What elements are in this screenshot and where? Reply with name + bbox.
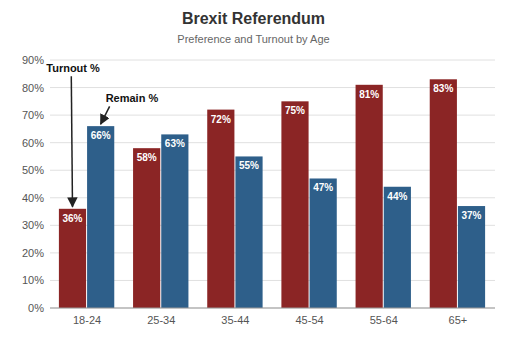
grid-line bbox=[50, 142, 495, 143]
bar bbox=[384, 187, 411, 308]
y-tick-label: 60% bbox=[22, 137, 44, 149]
title: Brexit Referendum bbox=[182, 10, 325, 27]
bar bbox=[59, 209, 86, 308]
annotation: Remain % bbox=[106, 92, 159, 104]
y-tick-label: 10% bbox=[22, 274, 44, 286]
grid-line bbox=[50, 280, 495, 281]
chart: Brexit Referendum Preference and Turnout … bbox=[0, 0, 507, 340]
grid-line bbox=[50, 252, 495, 253]
x-tick-label: 65+ bbox=[449, 314, 468, 326]
grid-line bbox=[50, 225, 495, 226]
y-tick-label: 0% bbox=[28, 302, 44, 314]
data-label: 37% bbox=[462, 210, 482, 221]
grid-line bbox=[50, 60, 495, 61]
y-tick-label: 30% bbox=[22, 219, 44, 231]
y-tick-label: 40% bbox=[22, 192, 44, 204]
bar bbox=[133, 148, 160, 308]
grid-line bbox=[50, 87, 495, 88]
data-label: 81% bbox=[359, 89, 379, 100]
bar bbox=[281, 101, 308, 308]
data-label: 83% bbox=[433, 83, 453, 94]
grid-line bbox=[50, 197, 495, 198]
annotation-arrow bbox=[71, 76, 72, 207]
y-tick-label: 80% bbox=[22, 82, 44, 94]
x-axis-line bbox=[50, 308, 495, 309]
x-tick-label: 45-54 bbox=[296, 314, 324, 326]
data-label: 44% bbox=[387, 191, 407, 202]
bar bbox=[207, 110, 234, 308]
y-tick-label: 50% bbox=[22, 164, 44, 176]
data-label: 36% bbox=[62, 213, 82, 224]
annotation-arrow bbox=[101, 106, 110, 124]
grid-line bbox=[50, 170, 495, 171]
y-tick-label: 70% bbox=[22, 109, 44, 121]
subtitle: Preference and Turnout by Age bbox=[177, 33, 329, 45]
data-label: 66% bbox=[91, 130, 111, 141]
bar bbox=[161, 134, 188, 308]
x-tick-label: 55-64 bbox=[370, 314, 398, 326]
data-label: 47% bbox=[313, 182, 333, 193]
y-tick-label: 20% bbox=[22, 247, 44, 259]
data-label: 55% bbox=[239, 160, 259, 171]
bar bbox=[458, 206, 485, 308]
x-tick-label: 25-34 bbox=[147, 314, 175, 326]
annotation: Turnout % bbox=[46, 62, 100, 74]
grid bbox=[50, 60, 495, 308]
data-label: 72% bbox=[211, 114, 231, 125]
bar bbox=[356, 85, 383, 308]
bar bbox=[430, 79, 457, 308]
bar bbox=[310, 178, 337, 308]
data-label: 63% bbox=[165, 138, 185, 149]
y-tick-label: 90% bbox=[22, 54, 44, 66]
bars bbox=[59, 79, 485, 308]
bar bbox=[235, 156, 262, 308]
data-label: 58% bbox=[137, 152, 157, 163]
x-tick-label: 18-24 bbox=[73, 314, 101, 326]
data-label: 75% bbox=[285, 105, 305, 116]
grid-line bbox=[50, 308, 495, 309]
grid-line bbox=[50, 115, 495, 116]
bar bbox=[87, 126, 114, 308]
x-tick-label: 35-44 bbox=[221, 314, 249, 326]
